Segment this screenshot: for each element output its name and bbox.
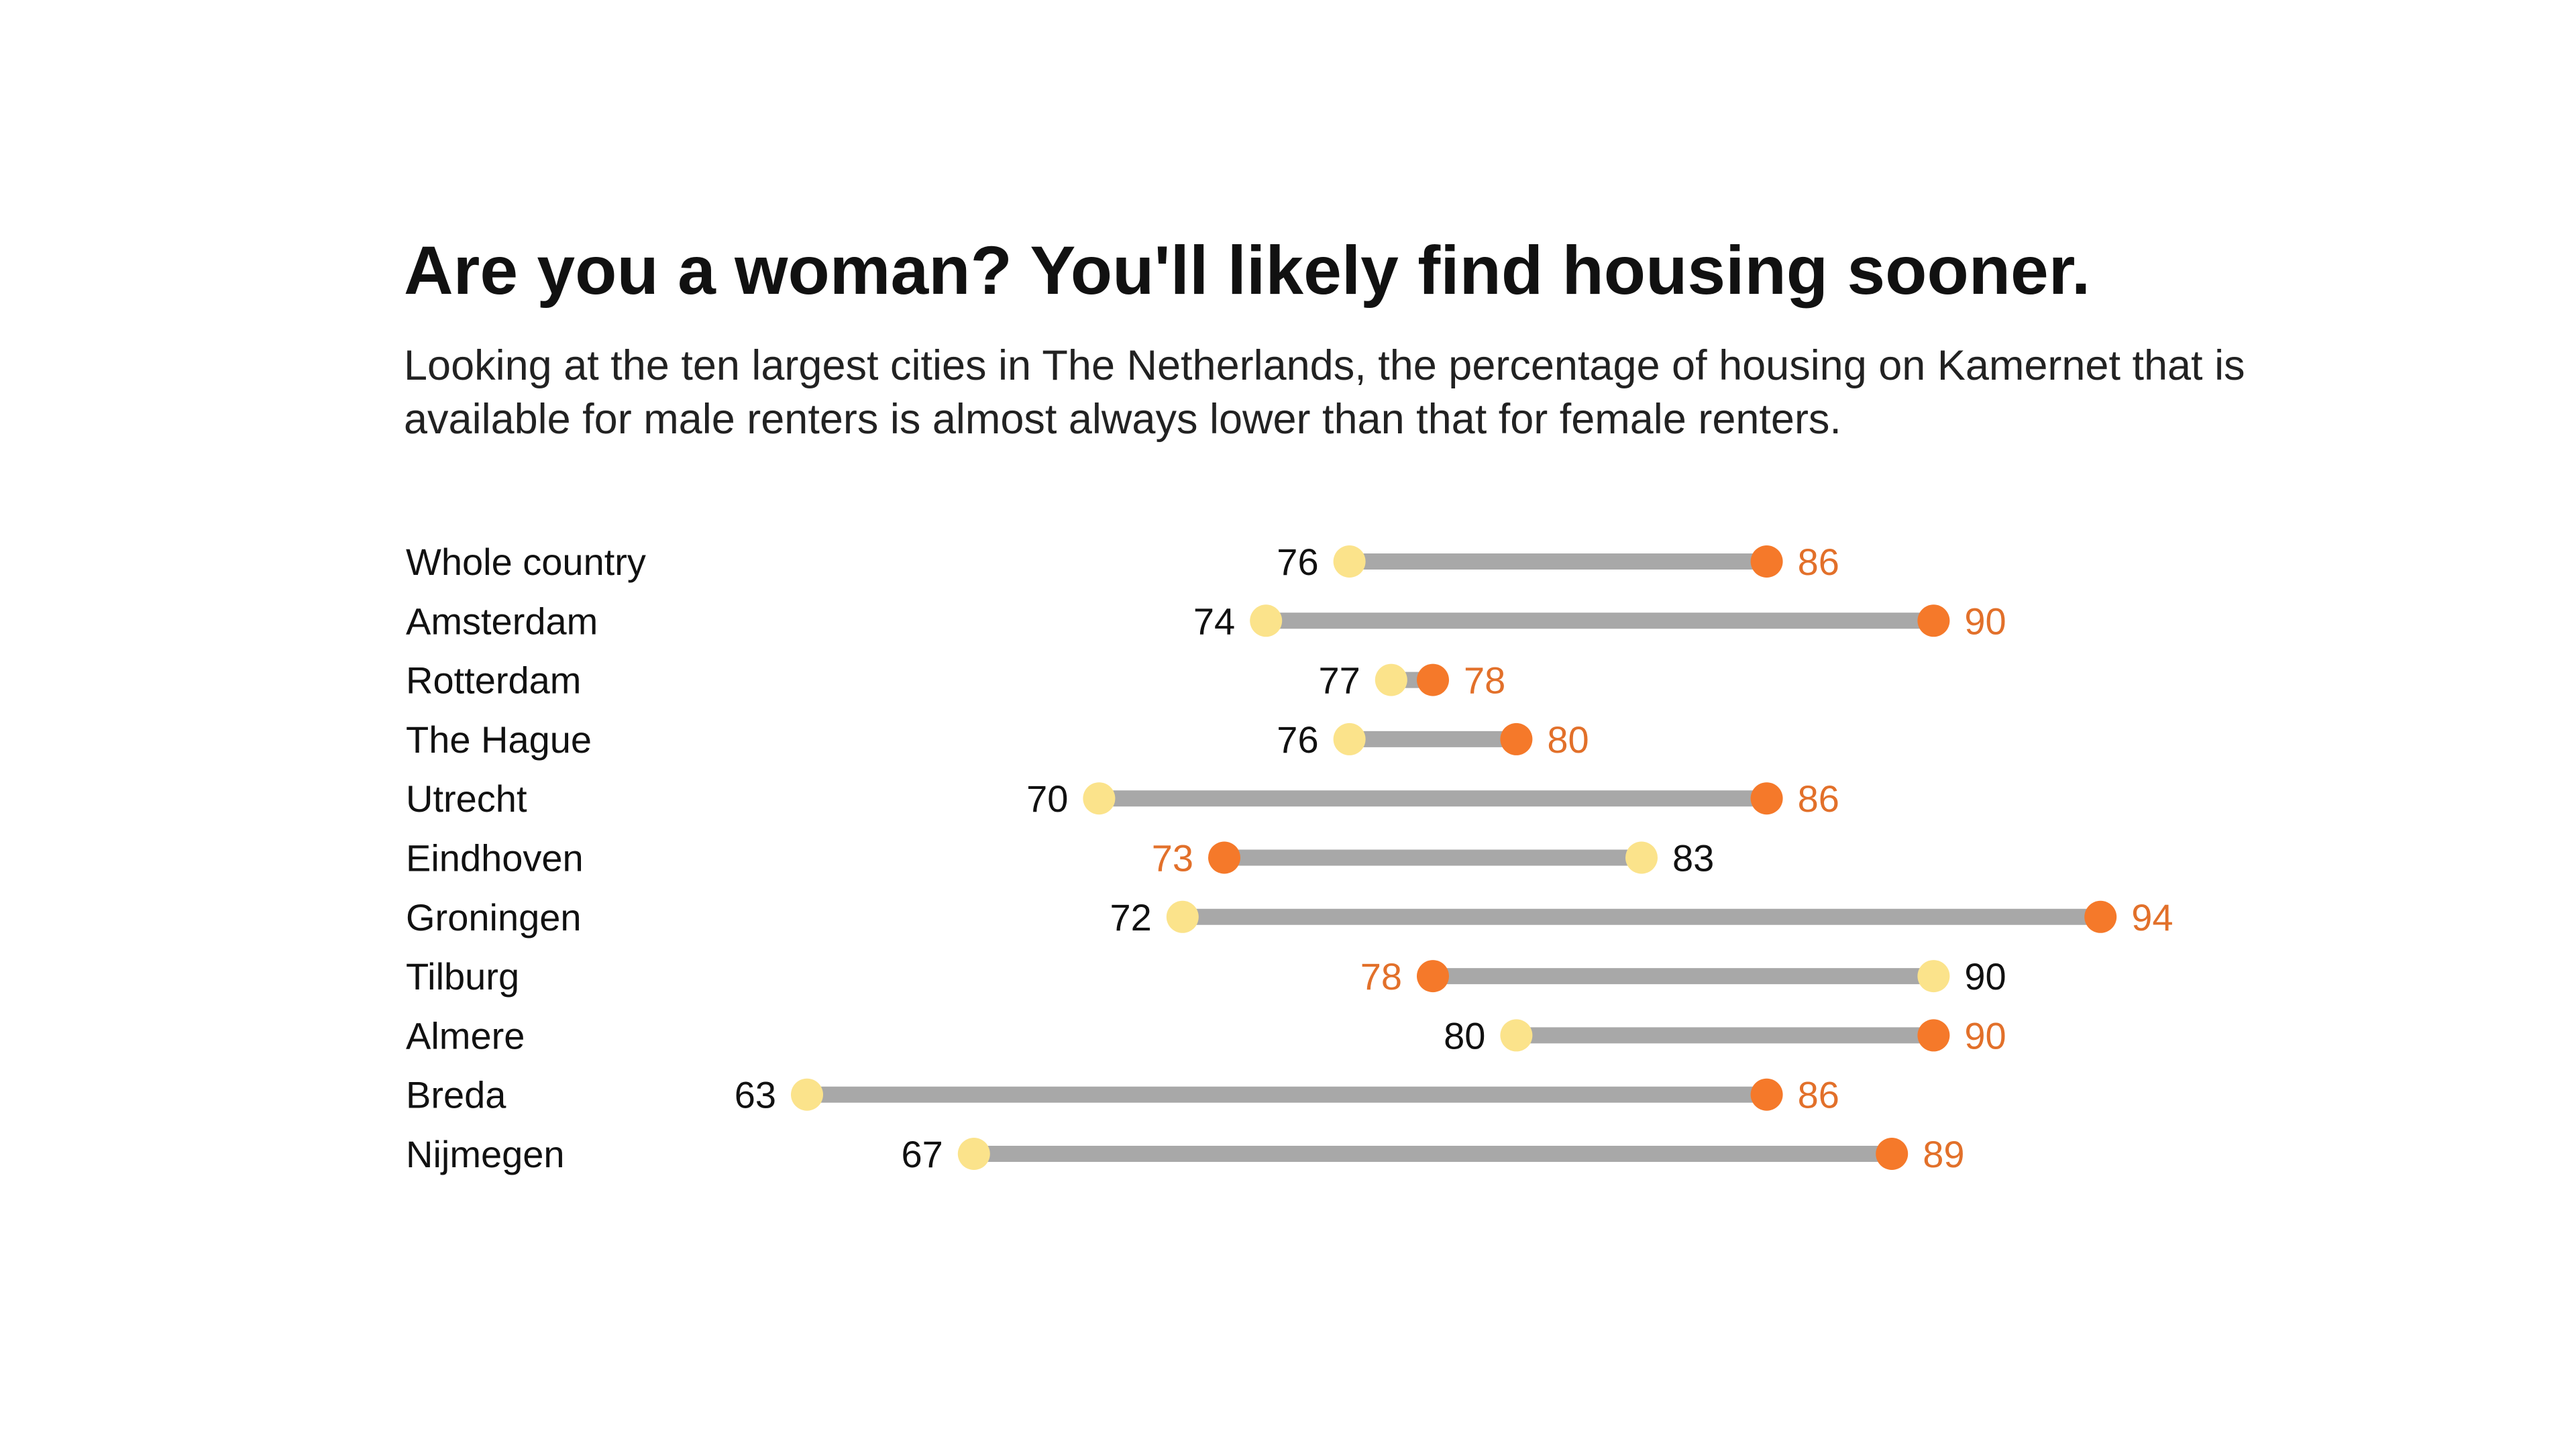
female-value-label: 73 [1152,837,1193,879]
male-dot [1917,960,1950,993]
male-dot [1500,1019,1533,1052]
male-dot [1625,841,1658,874]
female-dot [1917,1019,1950,1052]
male-dot [1375,663,1407,696]
male-value-label: 72 [1110,896,1152,938]
male-dot [1083,782,1116,815]
female-dot [1417,960,1449,993]
category-label: Eindhoven [406,837,584,879]
female-dot [1917,604,1950,637]
male-value-label: 83 [1672,837,1714,879]
male-dot [1333,722,1366,755]
chart-subtitle: Looking at the ten largest cities in The… [404,342,2245,443]
female-dot [1750,1078,1783,1111]
category-label: Groningen [406,896,582,938]
category-label: Amsterdam [406,600,598,642]
category-label: Rotterdam [406,659,581,702]
female-dot [1750,782,1783,815]
female-value-label: 86 [1798,777,1839,820]
female-value-label: 78 [1360,955,1402,998]
female-dot [1750,545,1783,578]
female-value-label: 80 [1547,718,1589,761]
category-label: Nijmegen [406,1133,565,1175]
male-value-label: 80 [1444,1014,1485,1057]
female-dot [1876,1138,1909,1170]
male-value-label: 90 [1964,955,2006,998]
category-label: Tilburg [406,955,519,998]
male-dot [957,1138,990,1170]
female-dot [1417,663,1449,696]
female-value-label: 94 [2131,896,2173,938]
male-value-label: 74 [1193,600,1235,642]
male-value-label: 67 [902,1133,943,1175]
category-label: Breda [406,1074,506,1116]
female-value-label: 86 [1798,1074,1839,1116]
female-value-label: 78 [1464,659,1505,702]
female-value-label: 86 [1798,541,1839,583]
female-dot [1500,722,1533,755]
category-label: Whole country [406,541,646,583]
male-dot [791,1078,823,1111]
female-value-label: 89 [1923,1133,1964,1175]
male-value-label: 76 [1277,541,1318,583]
male-value-label: 77 [1319,659,1360,702]
female-value-label: 90 [1964,1014,2006,1057]
male-dot [1333,545,1366,578]
male-dot [1250,604,1283,637]
category-label: Utrecht [406,777,527,820]
male-dot [1166,900,1199,933]
female-value-label: 90 [1964,600,2006,642]
category-label: The Hague [406,718,592,761]
category-label: Almere [406,1014,525,1057]
male-value-label: 70 [1026,777,1068,820]
female-dot [2084,900,2117,933]
male-value-label: 76 [1277,718,1318,761]
female-dot [1208,841,1240,874]
male-value-label: 63 [735,1074,776,1116]
chart-title: Are you a woman? You'll likely find hous… [404,232,2091,309]
